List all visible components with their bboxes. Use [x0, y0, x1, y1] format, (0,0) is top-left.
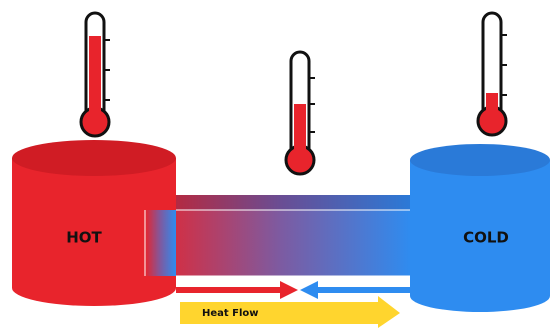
- thermometer-cold: [478, 13, 507, 135]
- connector: [145, 195, 412, 276]
- heat-flow-label: Heat Flow: [202, 308, 259, 319]
- thermometer-middle: [286, 52, 315, 174]
- arrow-blue: [300, 281, 410, 299]
- hot-cylinder: [12, 140, 176, 306]
- cold-label: COLD: [463, 229, 509, 247]
- arrow-red: [176, 281, 298, 299]
- diagram: HOT COLD Heat Flo: [0, 0, 560, 328]
- hot-label: HOT: [66, 229, 102, 247]
- thermometer-hot: [81, 13, 110, 136]
